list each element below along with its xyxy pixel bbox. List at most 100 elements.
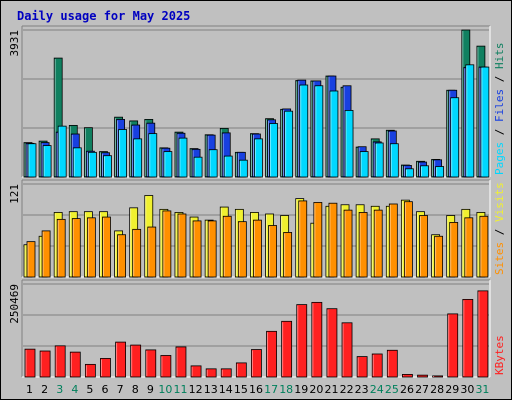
bar-pages-day-21 [329, 90, 339, 178]
bar-pages-day-22 [344, 110, 354, 178]
bar-sites-day-15 [237, 221, 247, 278]
bar-pages-day-9 [148, 133, 158, 178]
bar-pages-day-27 [420, 165, 429, 178]
legend-hits: Hits [493, 43, 506, 70]
x-tick-label: 10 [158, 383, 172, 396]
bar-pages-day-29 [450, 97, 460, 178]
bar-pages-day-11 [178, 137, 188, 178]
bar-kbytes-day-14 [220, 368, 232, 378]
x-tick-label: 24 [370, 383, 384, 396]
bar-sites-day-22 [343, 209, 353, 278]
bar-sites-day-27 [419, 215, 428, 278]
x-tick-label: 31 [475, 383, 489, 396]
bar-sites-day-5 [86, 217, 96, 278]
x-tick-label: 21 [324, 383, 338, 396]
bar-sites-day-31 [479, 215, 489, 278]
bar-kbytes-day-4 [69, 351, 81, 378]
x-tick-label: 4 [71, 383, 78, 396]
bar-pages-day-7 [118, 129, 127, 178]
x-tick-label: 3 [56, 383, 63, 396]
bar-sites-day-20 [313, 202, 323, 278]
bar-kbytes-day-6 [100, 358, 111, 378]
bar-kbytes-day-11 [175, 346, 187, 378]
bar-pages-day-26 [405, 168, 414, 178]
x-tick-label: 19 [294, 383, 308, 396]
x-tick-label: 30 [460, 383, 474, 396]
x-tick-label: 5 [86, 383, 93, 396]
x-tick-label: 28 [430, 383, 444, 396]
bar-sites-day-1 [26, 241, 36, 278]
bar-sites-day-24 [373, 209, 383, 278]
panel-hits: 3931 Pages / Files / Hits [8, 25, 506, 178]
bar-pages-day-10 [163, 151, 173, 178]
bar-pages-day-14 [223, 155, 233, 178]
y-max-label: 250469 [8, 284, 21, 324]
bar-pages-day-16 [254, 138, 263, 178]
bar-sites-day-28 [434, 235, 444, 278]
x-tick-label: 23 [355, 383, 369, 396]
x-tick-label: 1 [26, 383, 33, 396]
bar-kbytes-day-19 [296, 304, 308, 378]
bar-kbytes-day-31 [477, 290, 489, 378]
x-tick-label: 20 [309, 383, 323, 396]
bar-pages-day-31 [480, 66, 490, 178]
bar-kbytes-day-21 [326, 308, 338, 378]
bar-kbytes-day-23 [356, 356, 368, 378]
legend-pages: Pages [493, 142, 506, 175]
bar-sites-day-4 [71, 218, 81, 278]
bar-sites-day-18 [283, 232, 293, 278]
x-tick-label: 29 [445, 383, 459, 396]
x-tick-label: 22 [340, 383, 354, 396]
x-tick-label: 9 [147, 383, 154, 396]
bar-pages-day-15 [238, 159, 248, 178]
x-tick-label: 25 [385, 383, 399, 396]
bar-kbytes-day-10 [160, 355, 172, 378]
bar-sites-day-25 [388, 203, 398, 278]
bar-kbytes-day-22 [341, 322, 353, 378]
bar-pages-day-23 [359, 151, 369, 178]
bar-pages-day-2 [42, 145, 52, 178]
bar-kbytes-day-18 [281, 320, 293, 378]
bar-pages-day-6 [103, 155, 112, 178]
y-max-label: 121 [8, 184, 21, 204]
side-legend: Sites / Visits [493, 182, 506, 275]
y-max-label: 3931 [8, 30, 21, 57]
legend-sites: Sites [493, 242, 506, 275]
bar-pages-day-17 [269, 123, 278, 178]
bar-kbytes-day-28 [432, 375, 444, 378]
bar-pages-day-24 [374, 142, 384, 178]
bar-kbytes-day-13 [205, 368, 217, 378]
bar-pages-day-30 [465, 64, 475, 178]
bar-kbytes-day-8 [130, 344, 142, 378]
bar-kbytes-day-16 [251, 349, 262, 378]
bar-sites-day-21 [328, 202, 338, 278]
bar-pages-day-20 [314, 85, 324, 178]
x-tick-label: 17 [264, 383, 278, 396]
x-tick-label: 6 [102, 383, 109, 396]
bar-sites-day-6 [102, 216, 111, 278]
bar-sites-day-26 [404, 201, 413, 278]
x-tick-label: 26 [400, 383, 414, 396]
bar-pages-day-4 [72, 147, 82, 178]
bar-sites-day-23 [358, 212, 368, 278]
bar-pages-day-18 [284, 110, 294, 178]
legend-files: Files [493, 89, 506, 122]
x-tick-label: 18 [279, 383, 293, 396]
legend-separator: / [493, 222, 506, 242]
bar-kbytes-day-15 [235, 362, 247, 378]
x-tick-label: 16 [249, 383, 263, 396]
x-tick-label: 11 [174, 383, 188, 396]
bar-pages-day-19 [299, 84, 309, 178]
bar-pages-day-1 [27, 143, 37, 178]
panel-visits: 121 Sites / Visits [8, 179, 506, 278]
bar-kbytes-day-25 [386, 349, 398, 378]
panel-kbytes: 250469 KBytes [8, 279, 506, 378]
x-tick-label: 2 [41, 383, 48, 396]
bar-pages-day-25 [389, 143, 399, 178]
x-tick-label: 13 [204, 383, 218, 396]
bar-pages-day-3 [57, 125, 67, 178]
legend-visits: Visits [493, 182, 506, 222]
bar-kbytes-day-24 [371, 353, 383, 378]
bar-kbytes-day-17 [266, 330, 277, 378]
bar-pages-day-13 [208, 149, 218, 178]
